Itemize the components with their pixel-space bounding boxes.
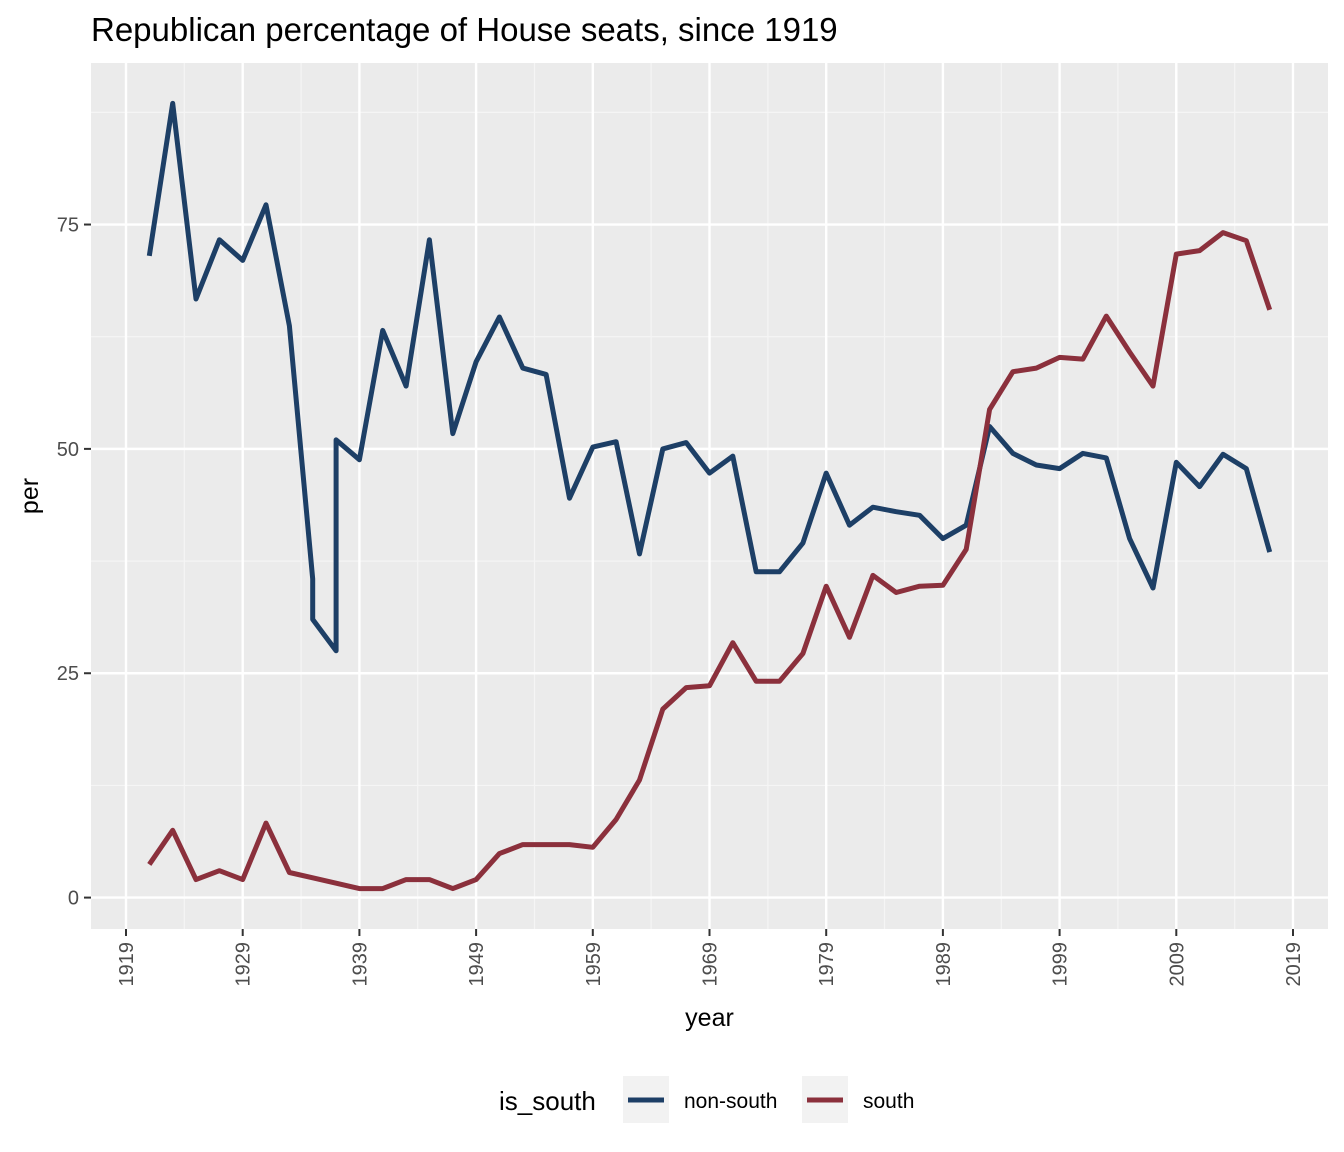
- y-axis: 0 25 50 75: [57, 215, 91, 910]
- y-tick-label: 25: [57, 663, 79, 685]
- legend: is_south non-south south: [499, 1076, 914, 1123]
- y-tick-label: 0: [68, 888, 79, 910]
- x-tick-label: 1969: [700, 942, 722, 987]
- legend-items: non-south south: [623, 1076, 914, 1123]
- x-tick-label: 1919: [116, 942, 138, 987]
- x-tick-label: 1939: [349, 942, 371, 987]
- y-tick-label: 50: [57, 439, 79, 461]
- x-tick-label: 1959: [583, 942, 605, 987]
- x-tick-label: 1929: [233, 942, 255, 987]
- x-tick-label: 1979: [816, 942, 838, 987]
- legend-label-south: south: [863, 1090, 914, 1113]
- x-tick-label: 2019: [1283, 942, 1305, 987]
- series-layer: [146, 100, 1273, 892]
- x-axis-title: year: [685, 1004, 734, 1032]
- legend-label-non-south: non-south: [684, 1090, 777, 1113]
- x-tick-label: 1949: [466, 942, 488, 987]
- x-axis: 1919 1929 1939 1949 1959 1969 1979 1989 1999 2009…: [116, 929, 1305, 987]
- x-tick-label: 1999: [1050, 942, 1072, 987]
- chart-title: Republican percentage of House seats, si…: [91, 11, 838, 48]
- x-tick-label: 1989: [933, 942, 955, 987]
- grid-major: [91, 63, 1328, 929]
- y-tick-label: 75: [57, 215, 79, 237]
- series-line-non-south: [146, 100, 1273, 654]
- series-line-south: [147, 230, 1273, 892]
- legend-title: is_south: [499, 1086, 596, 1116]
- y-axis-title: per: [16, 478, 44, 514]
- x-tick-label: 2009: [1166, 942, 1188, 987]
